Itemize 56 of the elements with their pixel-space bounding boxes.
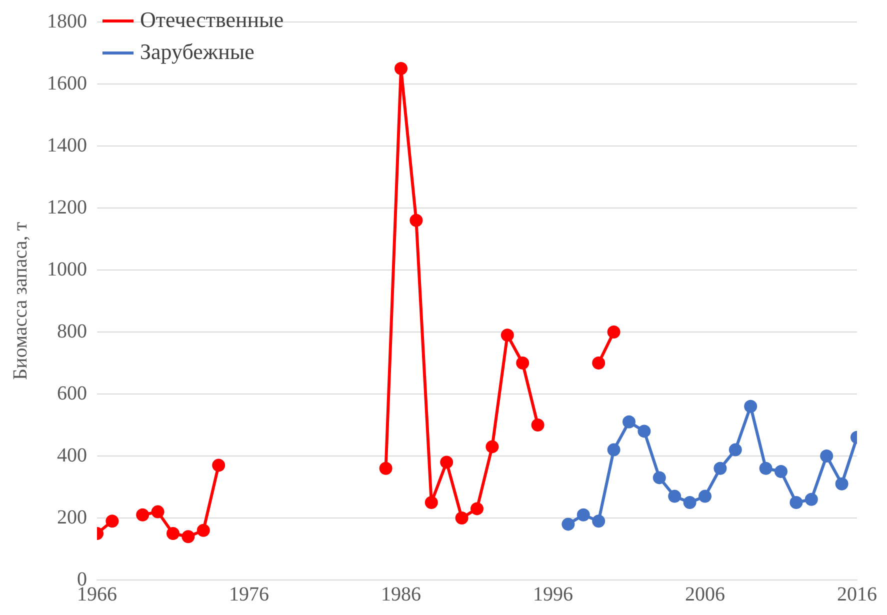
point bbox=[592, 514, 606, 528]
y-tick-label: 800 bbox=[57, 320, 87, 342]
point bbox=[576, 508, 590, 522]
point bbox=[683, 496, 696, 509]
point bbox=[136, 508, 150, 522]
point bbox=[106, 514, 119, 528]
point bbox=[820, 450, 834, 462]
point bbox=[166, 527, 180, 540]
point bbox=[196, 524, 210, 537]
point bbox=[622, 415, 636, 428]
point bbox=[151, 505, 164, 518]
y-tick-label: 1400 bbox=[47, 134, 87, 156]
point bbox=[500, 328, 514, 342]
point bbox=[607, 326, 620, 338]
x-tick-label: 2006 bbox=[685, 583, 725, 606]
point bbox=[182, 530, 195, 544]
y-tick-label: 200 bbox=[57, 506, 87, 528]
point bbox=[486, 440, 499, 454]
point bbox=[410, 214, 423, 227]
y-tick-label: 1200 bbox=[47, 196, 87, 218]
y-tick-label: 600 bbox=[57, 382, 87, 404]
point bbox=[668, 490, 682, 503]
point bbox=[744, 400, 758, 413]
point bbox=[516, 356, 530, 370]
y-tick-label: 1000 bbox=[47, 258, 87, 280]
y-axis-title: Биомасса запаса, т bbox=[9, 222, 32, 380]
x-tick-label: 2016 bbox=[837, 583, 877, 606]
x-tick-label: 1996 bbox=[533, 583, 573, 606]
point bbox=[698, 490, 712, 503]
point bbox=[455, 512, 468, 524]
x-tick-label: 1986 bbox=[381, 583, 421, 606]
point bbox=[835, 477, 848, 490]
point bbox=[424, 496, 438, 509]
y-tick-label: 400 bbox=[57, 444, 87, 466]
point bbox=[562, 518, 575, 531]
point bbox=[212, 458, 226, 472]
legend-label: Зарубежные bbox=[140, 38, 254, 64]
point bbox=[728, 443, 742, 456]
point bbox=[804, 492, 818, 506]
point bbox=[531, 418, 544, 432]
point bbox=[379, 462, 392, 475]
point bbox=[714, 462, 727, 475]
y-tick-label: 1800 bbox=[47, 10, 87, 32]
point bbox=[440, 456, 454, 469]
point bbox=[592, 356, 606, 370]
legend-label: Отечественные bbox=[140, 6, 284, 32]
point bbox=[774, 465, 788, 478]
point bbox=[394, 62, 408, 75]
y-tick-label: 1600 bbox=[47, 72, 87, 94]
point bbox=[790, 496, 803, 509]
point bbox=[652, 471, 666, 484]
point bbox=[759, 462, 772, 475]
point bbox=[470, 502, 484, 516]
x-tick-label: 1976 bbox=[229, 583, 269, 606]
point bbox=[638, 424, 651, 438]
point bbox=[607, 443, 620, 456]
